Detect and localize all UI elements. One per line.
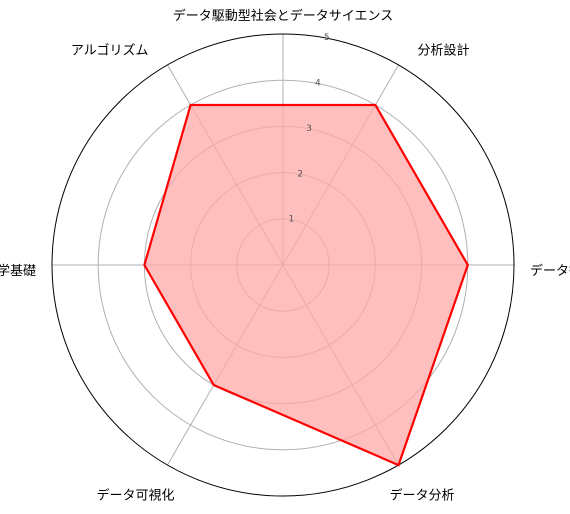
category-label: データ観察 — [530, 263, 570, 279]
tick-label: 4 — [315, 79, 321, 89]
category-label: 分析設計 — [418, 42, 470, 58]
series-fill — [144, 105, 467, 465]
series — [144, 105, 468, 465]
category-label: 数学基礎 — [0, 263, 36, 279]
tick-label: 1 — [289, 215, 295, 225]
tick-label: 3 — [306, 124, 312, 134]
category-label: アルゴリズム — [71, 42, 149, 58]
tick-label: 5 — [324, 33, 330, 43]
tick-label: 2 — [297, 169, 303, 179]
category-label: データ分析 — [390, 488, 455, 504]
chart-title: データ駆動型社会とデータサイエンス — [173, 8, 394, 24]
category-label: データ可視化 — [96, 488, 174, 504]
